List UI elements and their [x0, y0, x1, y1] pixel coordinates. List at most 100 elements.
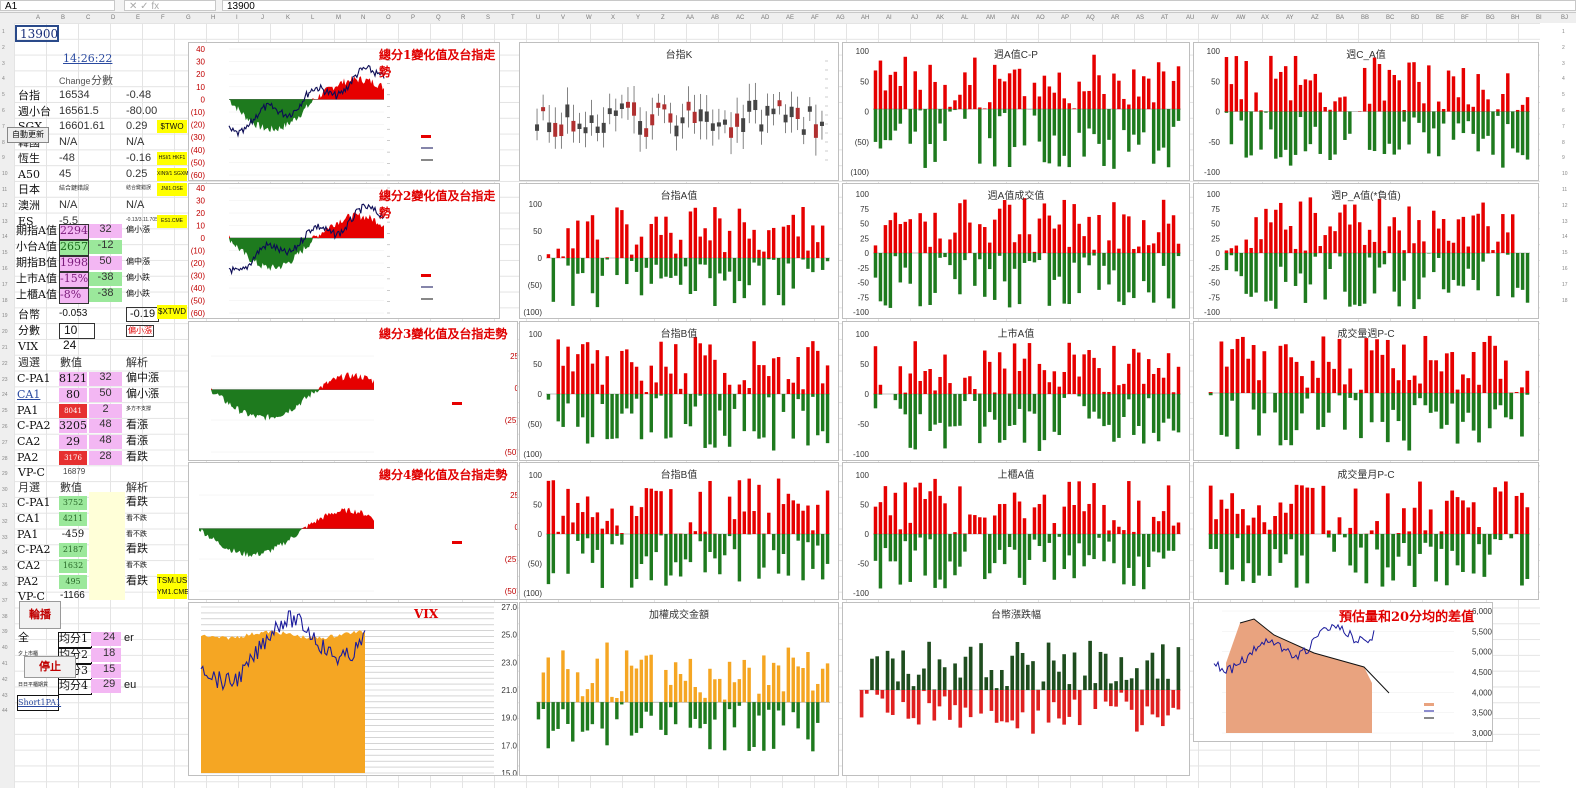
row-number[interactable]: 29 — [2, 471, 8, 478]
row-number[interactable]: 14 — [2, 234, 8, 241]
column-letter[interactable]: BC — [1386, 15, 1395, 21]
column-letter[interactable]: S — [486, 15, 491, 21]
row-number[interactable]: 40 — [2, 645, 8, 652]
column-letter[interactable]: AM — [986, 15, 995, 21]
row-number[interactable]: 42 — [2, 676, 8, 683]
row-number[interactable]: 33 — [2, 534, 8, 541]
column-letter[interactable]: BA — [1336, 15, 1345, 21]
column-letter[interactable]: BH — [1511, 15, 1520, 21]
row-number[interactable]: 2 — [2, 44, 5, 51]
row-number[interactable]: 8 — [2, 139, 5, 146]
column-letter[interactable]: C — [86, 15, 91, 21]
row-number[interactable]: 23 — [2, 376, 8, 383]
auto-update-button[interactable]: 自動更新 — [7, 127, 49, 143]
short-link[interactable]: Short1PA1 — [17, 695, 61, 711]
row-number[interactable]: 39 — [2, 629, 8, 636]
column-letter[interactable]: A — [36, 15, 41, 21]
row-number[interactable]: 31 — [2, 503, 8, 509]
name-box[interactable]: A1 — [0, 0, 115, 12]
column-letter[interactable]: AS — [1136, 15, 1145, 21]
row-number[interactable]: 24 — [2, 392, 8, 399]
row-number[interactable]: 7 — [2, 123, 5, 130]
row-number[interactable]: 38 — [2, 613, 8, 620]
column-letter[interactable]: BG — [1486, 15, 1495, 21]
column-letter[interactable]: P — [411, 15, 416, 21]
row-number[interactable]: 43 — [2, 692, 8, 699]
column-letter[interactable]: AI — [886, 15, 892, 21]
column-letter[interactable]: R — [461, 15, 466, 21]
row-number[interactable]: 28 — [2, 455, 8, 462]
column-letter[interactable]: AR — [1111, 15, 1120, 21]
column-letter[interactable]: Z — [661, 15, 665, 21]
column-letter[interactable]: W — [586, 15, 592, 21]
row-number[interactable]: 5 — [2, 92, 5, 99]
column-letter[interactable]: AC — [736, 15, 745, 21]
row-number[interactable]: 20 — [2, 329, 8, 336]
column-letter[interactable]: F — [161, 15, 165, 21]
column-letter[interactable]: N — [361, 15, 366, 21]
column-letter[interactable]: I — [236, 15, 238, 21]
column-letter[interactable]: X — [611, 15, 616, 21]
column-letter[interactable]: BE — [1436, 15, 1445, 21]
row-number[interactable]: 11 — [2, 187, 8, 193]
row-number[interactable]: 10 — [2, 171, 8, 178]
row-number[interactable]: 44 — [2, 708, 8, 715]
formula-buttons[interactable]: ✕ ✓ fx — [124, 0, 216, 12]
row-number[interactable]: 25 — [2, 408, 8, 415]
weekly-label[interactable]: CA1 — [17, 387, 41, 401]
column-letter[interactable]: AA — [686, 15, 695, 21]
column-letter[interactable]: L — [311, 15, 315, 21]
row-number[interactable]: 6 — [2, 108, 5, 114]
column-letter[interactable]: AB — [711, 15, 720, 21]
row-number[interactable]: 22 — [2, 360, 8, 367]
row-number[interactable]: 15 — [2, 250, 8, 257]
column-letter[interactable]: Y — [636, 15, 641, 21]
row-number[interactable]: 30 — [2, 487, 8, 494]
column-letter[interactable]: AP — [1061, 15, 1070, 21]
column-letter[interactable]: BB — [1361, 15, 1370, 21]
row-number[interactable]: 13 — [2, 218, 8, 225]
column-letter[interactable]: AV — [1211, 15, 1219, 21]
row-number[interactable]: 9 — [2, 155, 5, 162]
row-number[interactable]: 37 — [2, 597, 8, 604]
column-letter[interactable]: K — [286, 15, 291, 21]
row-number[interactable]: 18 — [2, 297, 8, 304]
column-letter[interactable]: AJ — [911, 15, 919, 21]
cell-a1-value[interactable]: 13900 — [15, 25, 59, 42]
column-letter[interactable]: BF — [1461, 15, 1469, 21]
column-letter[interactable]: J — [261, 15, 264, 21]
row-number[interactable]: 26 — [2, 424, 8, 430]
column-letter[interactable]: H — [211, 15, 216, 21]
column-letter[interactable]: BJ — [1561, 15, 1569, 21]
column-letter[interactable]: AX — [1261, 15, 1270, 21]
column-letter[interactable]: AN — [1011, 15, 1020, 21]
row-number[interactable]: 27 — [2, 439, 8, 446]
column-letter[interactable]: AQ — [1086, 15, 1095, 21]
column-letter[interactable]: AD — [761, 15, 770, 21]
column-letter[interactable]: T — [511, 15, 515, 21]
column-letter[interactable]: AW — [1236, 15, 1246, 21]
row-number[interactable]: 3 — [2, 60, 5, 67]
stop-button[interactable]: 停止 — [24, 656, 76, 678]
column-letter[interactable]: AZ — [1311, 15, 1319, 21]
row-number[interactable]: 34 — [2, 550, 8, 557]
column-letter[interactable]: AK — [936, 15, 945, 21]
row-number[interactable]: 1 — [2, 29, 5, 35]
column-letter[interactable]: O — [386, 15, 391, 21]
column-letter[interactable]: M — [336, 15, 341, 21]
column-letter[interactable]: AT — [1161, 15, 1169, 21]
row-number[interactable]: 12 — [2, 202, 8, 209]
row-number[interactable]: 41 — [2, 661, 8, 667]
column-letter[interactable]: B — [61, 15, 66, 21]
row-number[interactable]: 4 — [2, 76, 5, 83]
column-letter[interactable]: Q — [436, 15, 441, 21]
column-letter[interactable]: AH — [861, 15, 870, 21]
row-number[interactable]: 35 — [2, 566, 8, 573]
row-number[interactable]: 16 — [2, 266, 8, 272]
column-letter[interactable]: AL — [961, 15, 969, 21]
column-letter[interactable]: AO — [1036, 15, 1045, 21]
formula-input[interactable]: 13900 — [222, 0, 1576, 12]
column-letter[interactable]: D — [111, 15, 116, 21]
row-number[interactable]: 32 — [2, 518, 8, 525]
column-letter[interactable]: G — [186, 15, 191, 21]
